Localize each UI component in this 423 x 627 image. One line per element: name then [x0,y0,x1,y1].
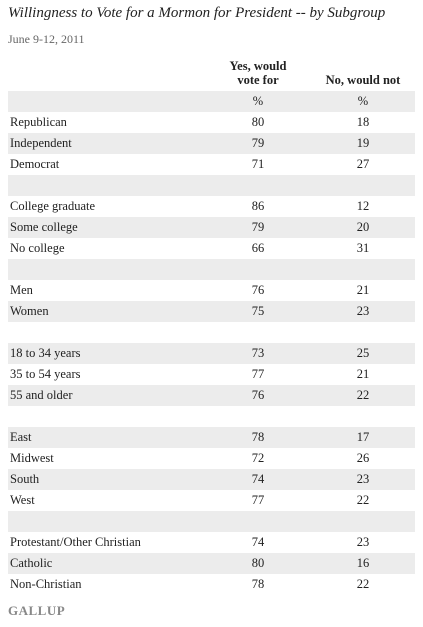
unit-label: % [357,94,369,108]
table-row [8,175,415,196]
table-row: College graduate 86 12 [8,196,415,217]
cell-value: 17 [356,430,370,444]
cell-value: 66 [251,241,265,255]
table-row: 55 and older 76 22 [8,385,415,406]
cell-value: 22 [356,493,370,507]
table-row: Independent 79 19 [8,133,415,154]
cell-value: 25 [356,346,370,360]
cell-value: 23 [356,535,370,549]
row-label: Democrat [10,157,60,171]
row-label: 55 and older [10,388,73,402]
logo: GALLUP [8,603,66,618]
column-header: No, would not [325,73,401,87]
cell-value: 79 [251,136,265,150]
row-label: Non-Christian [10,577,82,591]
cell-value: 80 [251,115,265,129]
table-row: Midwest 72 26 [8,448,415,469]
row-label: No college [10,241,65,255]
row-label: Midwest [10,451,54,465]
table-row: 18 to 34 years 73 25 [8,343,415,364]
cell-value: 78 [251,430,265,444]
row-label: East [10,430,32,444]
row-label: South [10,472,40,486]
table-row: Non-Christian 78 22 [8,574,415,595]
cell-value: 22 [356,577,370,591]
table-row: East 78 17 [8,427,415,448]
row-label: Women [10,304,49,318]
cell-value: 20 [356,220,370,234]
cell-value: 26 [356,451,370,465]
cell-value: 72 [251,451,265,465]
cell-value: 27 [356,157,370,171]
cell-value: 31 [356,241,370,255]
row-label: Some college [10,220,78,234]
cell-value: 77 [251,493,265,507]
table-row: South 74 23 [8,469,415,490]
row-label: Republican [10,115,67,129]
cell-value: 75 [251,304,265,318]
table-row: Democrat 71 27 [8,154,415,175]
row-label: Protestant/Other Christian [10,535,141,549]
cell-value: 76 [251,283,265,297]
row-label: 35 to 54 years [10,367,81,381]
cell-value: 79 [251,220,265,234]
cell-value: 76 [251,388,265,402]
table-row: West 77 22 [8,490,415,511]
cell-value: 71 [251,157,265,171]
table-row: Protestant/Other Christian 74 23 [8,532,415,553]
table-row: Some college 79 20 [8,217,415,238]
cell-value: 86 [251,199,265,213]
table-row [8,259,415,280]
row-label: Men [10,283,33,297]
row-label: College graduate [10,199,96,213]
table-row: Women 75 23 [8,301,415,322]
table-row [8,511,415,532]
title: Willingness to Vote for a Mormon for Pre… [8,5,386,21]
row-label: 18 to 34 years [10,346,81,360]
table-row: Men 76 21 [8,280,415,301]
cell-value: 23 [356,304,370,318]
table-row: 35 to 54 years 77 21 [8,364,415,385]
cell-value: 77 [251,367,265,381]
cell-value: 12 [356,199,370,213]
table-row: Catholic 80 16 [8,553,415,574]
date: June 9-12, 2011 [8,32,85,46]
table-row: No college 66 31 [8,238,415,259]
cell-value: 74 [251,472,265,486]
cell-value: 19 [356,136,370,150]
cell-value: 21 [356,283,370,297]
cell-value: 80 [251,556,265,570]
column-header: Yes, would vote for [229,59,287,87]
cell-value: 74 [251,535,265,549]
unit-label: % [252,94,264,108]
table-row [8,406,415,427]
cell-value: 18 [356,115,370,129]
table-row: Republican 80 18 [8,112,415,133]
cell-value: 78 [251,577,265,591]
row-label: Catholic [10,556,53,570]
cell-value: 23 [356,472,370,486]
row-label: West [10,493,35,507]
table-row [8,322,415,343]
cell-value: 22 [356,388,370,402]
row-label: Independent [10,136,72,150]
table-row: %% [8,91,415,112]
cell-value: 73 [251,346,265,360]
cell-value: 21 [356,367,370,381]
cell-value: 16 [356,556,370,570]
